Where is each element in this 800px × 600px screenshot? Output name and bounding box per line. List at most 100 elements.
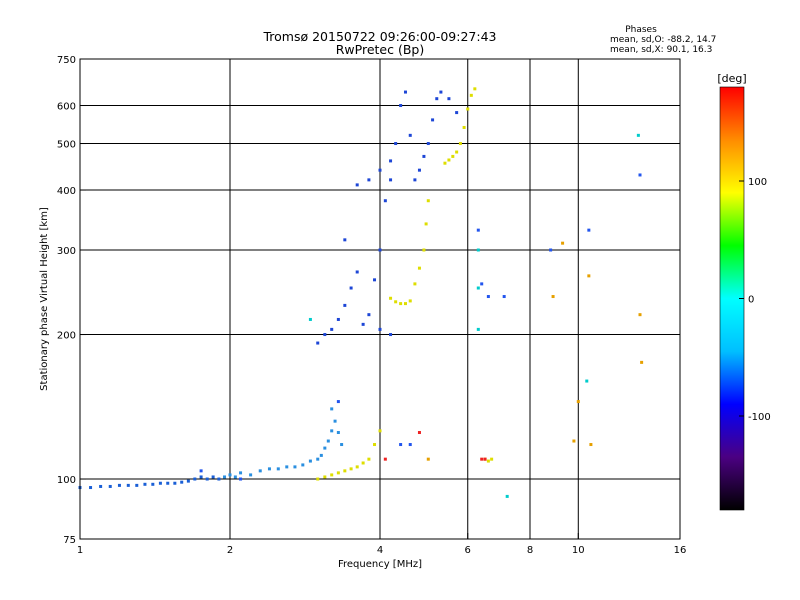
data-point bbox=[378, 168, 382, 172]
data-point bbox=[228, 473, 232, 477]
data-point bbox=[316, 477, 320, 481]
data-point bbox=[276, 467, 280, 471]
data-point bbox=[426, 199, 430, 203]
data-point bbox=[166, 481, 170, 485]
data-point bbox=[158, 481, 162, 485]
data-point bbox=[343, 469, 347, 473]
data-point bbox=[330, 407, 334, 411]
data-point bbox=[267, 467, 271, 471]
data-point bbox=[186, 479, 190, 483]
data-point bbox=[585, 379, 589, 383]
data-point bbox=[466, 107, 470, 111]
data-point bbox=[447, 97, 451, 101]
data-point bbox=[490, 457, 494, 461]
data-point bbox=[638, 313, 642, 317]
data-point bbox=[389, 159, 393, 163]
data-point bbox=[340, 443, 344, 447]
data-point bbox=[336, 400, 340, 404]
data-point bbox=[476, 248, 480, 252]
data-point bbox=[417, 266, 421, 270]
data-point bbox=[502, 295, 506, 299]
data-point bbox=[431, 118, 435, 122]
data-point bbox=[399, 104, 403, 108]
data-point bbox=[587, 274, 591, 278]
data-point bbox=[330, 429, 334, 433]
colorbar-label: [deg] bbox=[717, 72, 746, 85]
data-point bbox=[439, 90, 443, 94]
y-tick-label: 100 bbox=[57, 475, 76, 486]
data-point bbox=[330, 473, 334, 477]
phase-stats-x: mean, sd,X: 90.1, 16.3 bbox=[610, 45, 712, 55]
data-point bbox=[389, 296, 393, 300]
data-point bbox=[413, 178, 417, 182]
data-point bbox=[223, 475, 227, 479]
data-point bbox=[355, 270, 359, 274]
data-point bbox=[343, 238, 347, 242]
data-point bbox=[426, 142, 430, 146]
data-point bbox=[480, 282, 484, 286]
phase-stats-title: Phases bbox=[625, 25, 657, 35]
x-tick-label: 16 bbox=[674, 545, 687, 556]
x-tick-label: 8 bbox=[527, 545, 533, 556]
data-point bbox=[403, 302, 407, 306]
data-point bbox=[249, 473, 253, 477]
data-point bbox=[403, 90, 407, 94]
data-point bbox=[301, 463, 305, 467]
data-point bbox=[399, 443, 403, 447]
data-point bbox=[455, 150, 459, 154]
data-point bbox=[89, 486, 93, 490]
data-point bbox=[308, 459, 312, 463]
data-point bbox=[572, 439, 576, 443]
y-tick-label: 300 bbox=[57, 246, 76, 257]
colorbar-tick-label: -100 bbox=[748, 412, 771, 423]
data-point bbox=[319, 453, 323, 457]
data-point bbox=[413, 282, 417, 286]
data-point bbox=[486, 459, 490, 463]
data-point bbox=[323, 475, 327, 479]
data-point bbox=[486, 295, 490, 299]
phase-stats-o: mean, sd,O: -88.2, 14.7 bbox=[610, 35, 716, 45]
data-point bbox=[378, 248, 382, 252]
chart-subtitle: RwPretec (Bp) bbox=[336, 42, 424, 57]
data-point bbox=[638, 173, 642, 177]
data-point bbox=[458, 142, 462, 146]
data-point bbox=[587, 228, 591, 232]
data-point bbox=[417, 168, 421, 172]
x-tick-label: 4 bbox=[377, 545, 383, 556]
data-point bbox=[316, 341, 320, 345]
data-point bbox=[417, 431, 421, 435]
chart-title: Tromsø 20150722 09:26:00-09:27:43 bbox=[262, 29, 496, 44]
colorbar-tick-label: 0 bbox=[748, 295, 754, 306]
data-point bbox=[422, 248, 426, 252]
data-point bbox=[576, 400, 580, 404]
data-point bbox=[193, 477, 197, 481]
y-tick-label: 500 bbox=[57, 140, 76, 151]
data-point bbox=[367, 457, 371, 461]
colorbar-tick-label: 100 bbox=[748, 177, 767, 188]
data-point bbox=[469, 93, 473, 97]
data-point bbox=[108, 484, 112, 488]
y-axis-label: Stationary phase Virtual Height [km] bbox=[39, 207, 50, 391]
data-point bbox=[389, 333, 393, 337]
data-point bbox=[367, 178, 371, 182]
data-point bbox=[205, 477, 209, 481]
data-point bbox=[373, 443, 377, 447]
data-point bbox=[483, 457, 487, 461]
data-point bbox=[143, 482, 147, 486]
data-point bbox=[355, 465, 359, 469]
data-point bbox=[217, 477, 221, 481]
data-point bbox=[173, 481, 177, 485]
data-points bbox=[78, 87, 644, 498]
data-point bbox=[394, 300, 398, 304]
data-point bbox=[378, 327, 382, 331]
data-point bbox=[422, 154, 426, 158]
x-axis-label: Frequency [MHz] bbox=[338, 559, 422, 570]
y-tick-label: 400 bbox=[57, 186, 76, 197]
data-point bbox=[180, 480, 184, 484]
data-point bbox=[480, 457, 484, 461]
data-point bbox=[383, 199, 387, 203]
data-point bbox=[399, 302, 403, 306]
y-tick-label: 75 bbox=[63, 535, 76, 546]
y-tick-label: 200 bbox=[57, 331, 76, 342]
data-point bbox=[361, 461, 365, 465]
